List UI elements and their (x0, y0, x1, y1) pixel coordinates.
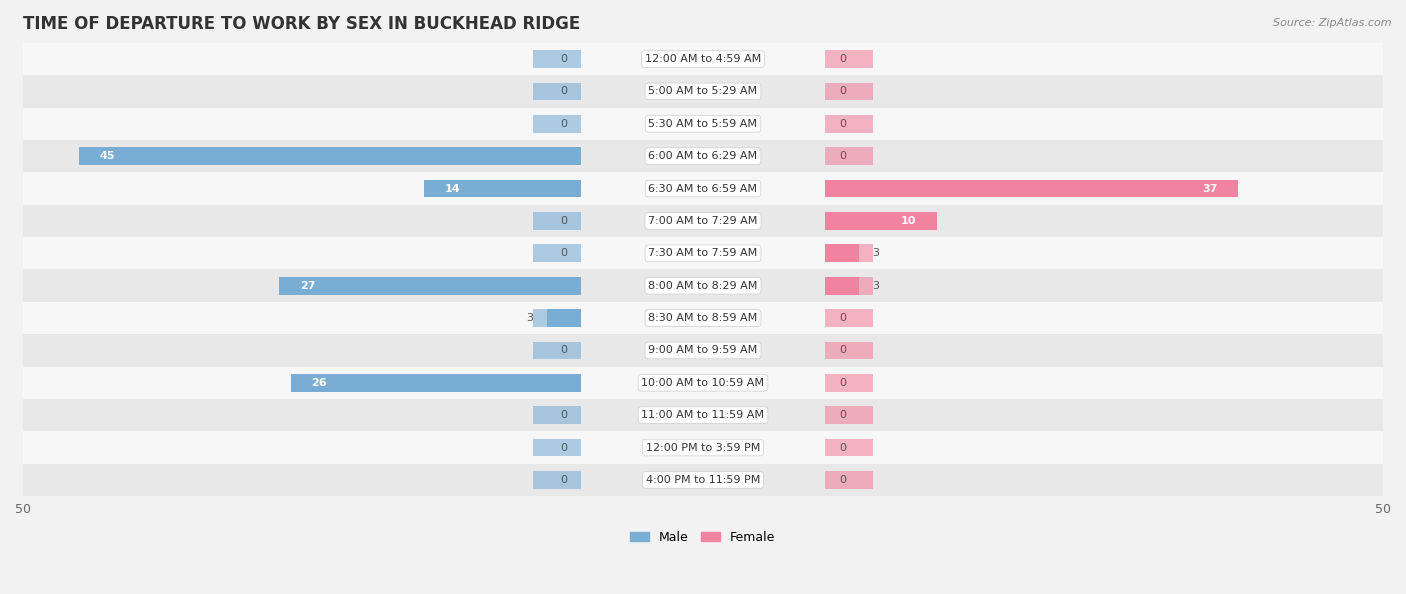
Text: 0: 0 (839, 151, 846, 161)
Bar (825, 244, 859, 262)
Bar (291, 374, 581, 391)
Text: 0: 0 (560, 410, 567, 420)
Text: 0: 0 (839, 346, 846, 355)
Legend: Male, Female: Male, Female (626, 526, 780, 549)
Text: 45: 45 (100, 151, 115, 161)
Text: 27: 27 (299, 281, 315, 290)
Bar (825, 50, 873, 68)
Text: 37: 37 (1202, 184, 1218, 194)
Text: 7:30 AM to 7:59 AM: 7:30 AM to 7:59 AM (648, 248, 758, 258)
Text: 9:00 AM to 9:59 AM: 9:00 AM to 9:59 AM (648, 346, 758, 355)
Bar (825, 309, 873, 327)
Bar (10, 366, 1396, 399)
Bar (10, 205, 1396, 237)
Text: 0: 0 (839, 313, 846, 323)
Bar (425, 179, 581, 197)
Text: 8:00 AM to 8:29 AM: 8:00 AM to 8:29 AM (648, 281, 758, 290)
Text: 0: 0 (839, 443, 846, 453)
Text: 0: 0 (839, 54, 846, 64)
Bar (533, 244, 581, 262)
Text: 10:00 AM to 10:59 AM: 10:00 AM to 10:59 AM (641, 378, 765, 388)
Text: 10: 10 (901, 216, 917, 226)
Text: 0: 0 (560, 248, 567, 258)
Bar (825, 179, 873, 197)
Text: 0: 0 (560, 54, 567, 64)
Text: 0: 0 (839, 87, 846, 96)
Text: 0: 0 (839, 475, 846, 485)
Bar (533, 83, 581, 100)
Text: 11:00 AM to 11:59 AM: 11:00 AM to 11:59 AM (641, 410, 765, 420)
Bar (10, 108, 1396, 140)
Bar (10, 302, 1396, 334)
Bar (533, 212, 581, 230)
Bar (533, 147, 581, 165)
Bar (825, 277, 859, 295)
Bar (280, 277, 581, 295)
Text: 0: 0 (560, 443, 567, 453)
Bar (825, 277, 873, 295)
Bar (533, 471, 581, 489)
Text: 0: 0 (560, 216, 567, 226)
Text: 5:30 AM to 5:59 AM: 5:30 AM to 5:59 AM (648, 119, 758, 129)
Bar (10, 334, 1396, 366)
Bar (825, 374, 873, 391)
Text: 0: 0 (839, 410, 846, 420)
Bar (10, 431, 1396, 464)
Text: 14: 14 (444, 184, 461, 194)
Bar (10, 237, 1396, 270)
Bar (825, 438, 873, 456)
Bar (825, 83, 873, 100)
Text: Source: ZipAtlas.com: Source: ZipAtlas.com (1274, 18, 1392, 28)
Text: 4:00 PM to 11:59 PM: 4:00 PM to 11:59 PM (645, 475, 761, 485)
Text: 5:00 AM to 5:29 AM: 5:00 AM to 5:29 AM (648, 87, 758, 96)
Text: 7:00 AM to 7:29 AM: 7:00 AM to 7:29 AM (648, 216, 758, 226)
Text: 0: 0 (839, 119, 846, 129)
Text: 0: 0 (560, 119, 567, 129)
Bar (825, 342, 873, 359)
Bar (10, 43, 1396, 75)
Bar (825, 471, 873, 489)
Bar (533, 309, 581, 327)
Bar (825, 147, 873, 165)
Text: 0: 0 (560, 87, 567, 96)
Bar (10, 140, 1396, 172)
Bar (533, 406, 581, 424)
Bar (533, 179, 581, 197)
Bar (825, 406, 873, 424)
Text: 12:00 AM to 4:59 AM: 12:00 AM to 4:59 AM (645, 54, 761, 64)
Bar (825, 244, 873, 262)
Text: 6:30 AM to 6:59 AM: 6:30 AM to 6:59 AM (648, 184, 758, 194)
Bar (10, 399, 1396, 431)
Bar (533, 50, 581, 68)
Text: 3: 3 (873, 281, 880, 290)
Text: 6:00 AM to 6:29 AM: 6:00 AM to 6:29 AM (648, 151, 758, 161)
Bar (547, 309, 581, 327)
Bar (533, 438, 581, 456)
Bar (825, 212, 873, 230)
Bar (533, 342, 581, 359)
Bar (825, 212, 936, 230)
Bar (533, 277, 581, 295)
Text: 0: 0 (560, 475, 567, 485)
Bar (10, 172, 1396, 205)
Bar (825, 179, 1239, 197)
Text: 12:00 PM to 3:59 PM: 12:00 PM to 3:59 PM (645, 443, 761, 453)
Bar (10, 75, 1396, 108)
Text: 3: 3 (873, 248, 880, 258)
Bar (533, 115, 581, 132)
Text: 8:30 AM to 8:59 AM: 8:30 AM to 8:59 AM (648, 313, 758, 323)
Text: 0: 0 (560, 346, 567, 355)
Bar (10, 464, 1396, 496)
Text: 0: 0 (839, 378, 846, 388)
Text: 26: 26 (311, 378, 326, 388)
Bar (533, 374, 581, 391)
Text: TIME OF DEPARTURE TO WORK BY SEX IN BUCKHEAD RIDGE: TIME OF DEPARTURE TO WORK BY SEX IN BUCK… (22, 15, 581, 33)
Text: 3: 3 (526, 313, 533, 323)
Bar (825, 115, 873, 132)
Bar (79, 147, 581, 165)
Bar (10, 270, 1396, 302)
